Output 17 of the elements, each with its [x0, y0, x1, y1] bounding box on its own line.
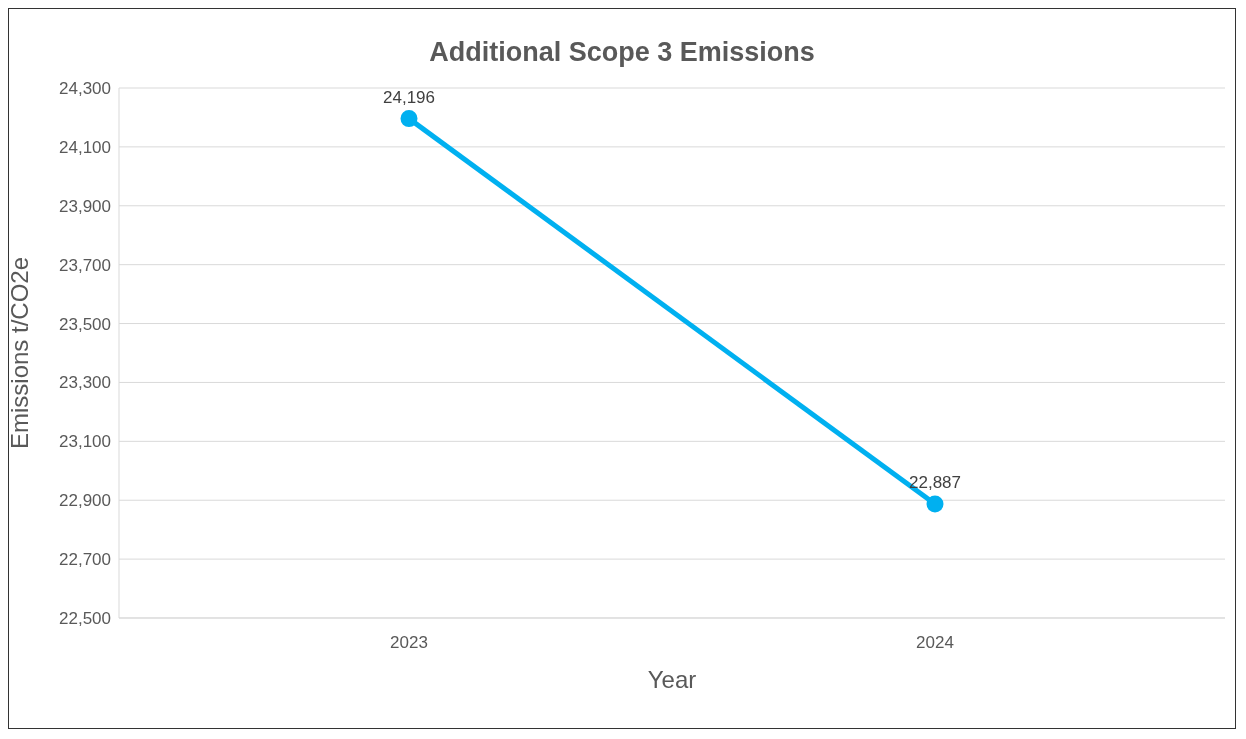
y-tick-label: 22,500 [59, 609, 111, 629]
y-tick-label: 23,900 [59, 196, 111, 216]
x-tick-label: 2023 [390, 633, 428, 653]
y-tick-label: 23,500 [59, 314, 111, 334]
y-tick-label: 24,300 [59, 79, 111, 99]
y-tick-label: 22,900 [59, 491, 111, 511]
x-tick-label: 2024 [916, 633, 954, 653]
y-axis-title: Emissions t/CO2e [5, 256, 33, 450]
data-label: 24,196 [383, 87, 435, 107]
x-axis-title: Year [647, 666, 697, 693]
y-tick-label: 23,300 [59, 373, 111, 393]
chart-title: Additional Scope 3 Emissions [428, 37, 816, 68]
y-tick-label: 23,100 [59, 432, 111, 452]
y-tick-label: 23,700 [59, 255, 111, 275]
y-tick-label: 22,700 [59, 550, 111, 570]
data-label: 22,887 [909, 473, 961, 493]
y-tick-label: 24,100 [59, 137, 111, 157]
